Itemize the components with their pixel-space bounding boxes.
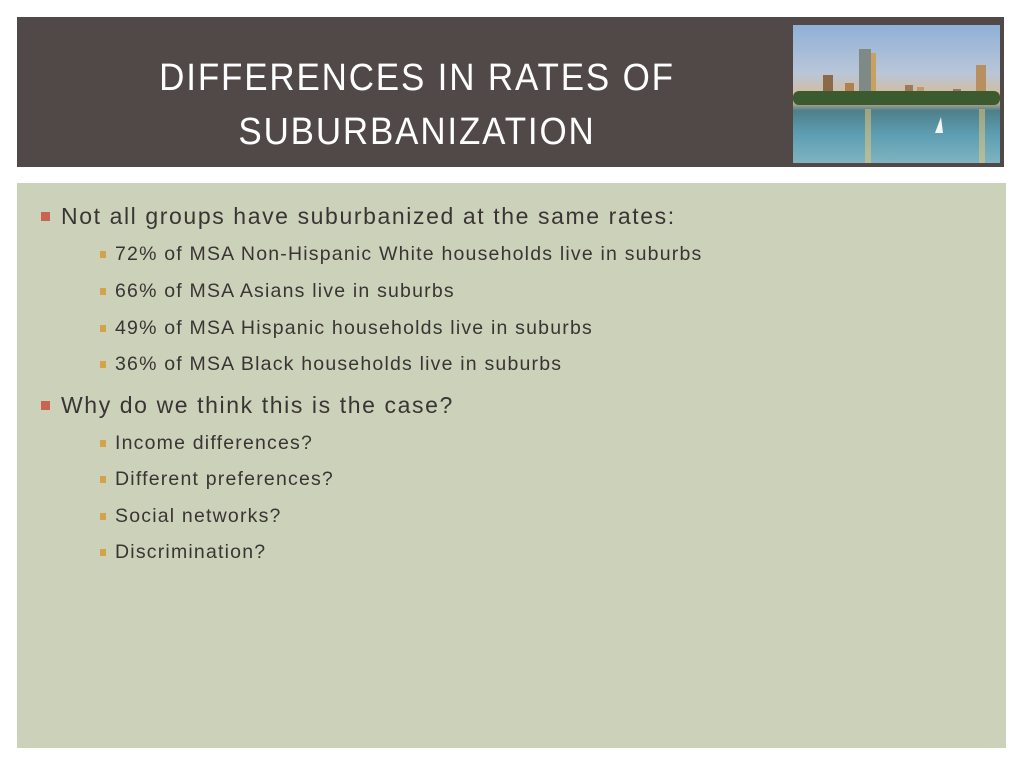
sub-bullet: Discrimination? [99,541,267,563]
slide-title: DIFFERENCES IN RATES OF SUBURBANIZATION [67,51,766,159]
sub-bullet: 66% of MSA Asians live in suburbs [100,280,455,302]
sub-bullet: Social networks? [100,505,282,527]
slide-content: Not all groups have suburbanized at the … [17,183,1006,748]
title-line-2: SUBURBANIZATION [238,111,596,153]
sub-bullet: 72% of MSA Non-Hispanic White households… [99,243,703,265]
sub-bullet: Income differences? [99,432,314,454]
slide-header: DIFFERENCES IN RATES OF SUBURBANIZATION [17,17,1004,167]
sub-bullet: 49% of MSA Hispanic households live in s… [100,317,593,339]
title-line-1: DIFFERENCES IN RATES OF [159,57,675,99]
sub-bullet: 36% of MSA Black households live in subu… [99,353,563,375]
bullet-1: Not all groups have suburbanized at the … [41,203,676,229]
sub-bullet: Different preferences? [100,468,334,490]
bullet-2: Why do we think this is the case? [41,392,454,418]
city-skyline-photo [793,25,1000,163]
